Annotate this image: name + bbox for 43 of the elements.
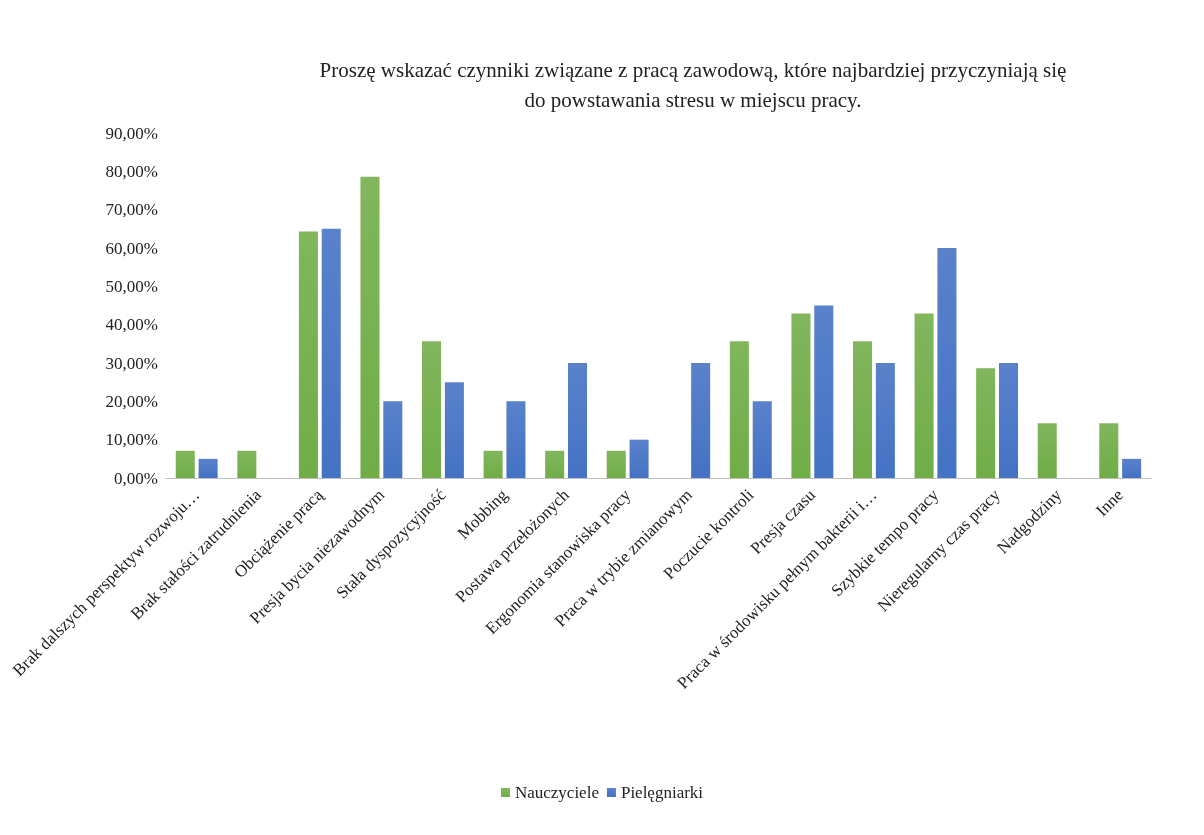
y-tick-label: 50,00%	[105, 276, 158, 296]
bar	[360, 176, 380, 478]
legend-label: Pielęgniarki	[620, 783, 704, 802]
chart-title: Proszę wskazać czynniki związane z pracą zawodową, które najbardziej przyczyniają się do powstawania stresu w miejscu pracy.	[319, 58, 1067, 112]
bar	[629, 439, 649, 478]
bar	[606, 450, 626, 478]
bar	[237, 450, 257, 478]
bar	[506, 401, 526, 478]
bar	[383, 401, 403, 478]
bar	[175, 450, 195, 478]
y-tick-label: 0,00%	[113, 468, 158, 488]
bar	[422, 341, 442, 478]
bar	[853, 341, 873, 478]
legend-label: Nauczyciele	[514, 783, 599, 802]
bar	[1099, 423, 1119, 478]
bar	[1037, 423, 1057, 478]
bar	[321, 228, 341, 478]
bar	[752, 401, 772, 478]
y-tick-label: 60,00%	[105, 238, 158, 258]
bar	[914, 313, 934, 478]
bar	[875, 363, 895, 478]
bar	[691, 363, 711, 478]
bar	[729, 341, 749, 478]
y-tick-label: 80,00%	[105, 161, 158, 181]
bar	[298, 231, 318, 478]
bar	[444, 382, 464, 478]
bar	[1122, 458, 1142, 478]
bar	[568, 363, 588, 478]
bar	[976, 368, 996, 478]
x-tick-label: Inne	[1092, 485, 1127, 521]
bar	[483, 450, 503, 478]
bar	[937, 248, 957, 478]
y-tick-label: 20,00%	[105, 391, 158, 411]
bar	[198, 458, 218, 478]
bar	[791, 313, 811, 478]
y-tick-label: 70,00%	[105, 200, 158, 220]
y-tick-label: 10,00%	[105, 430, 158, 450]
y-tick-label: 90,00%	[105, 123, 158, 143]
bar	[545, 450, 565, 478]
bar	[814, 305, 834, 478]
y-tick-label: 30,00%	[105, 353, 158, 373]
y-tick-label: 40,00%	[105, 315, 158, 335]
bar	[998, 363, 1019, 478]
